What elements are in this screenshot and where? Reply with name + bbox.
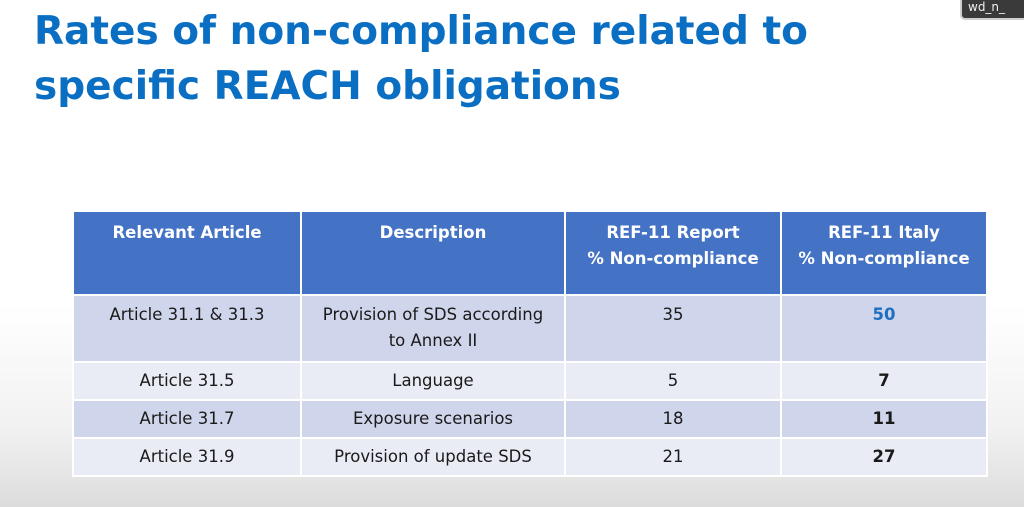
video-thumbnail-label: wd_n_ bbox=[960, 0, 1024, 20]
italy-value-cell: 50 bbox=[780, 294, 988, 363]
report-value-cell: 35 bbox=[564, 294, 782, 363]
table-header-row: Relevant Article Description REF-11 Repo… bbox=[72, 210, 988, 296]
table-row: Article 31.7 Exposure scenarios 18 11 bbox=[72, 399, 988, 439]
description-cell: Provision of SDS according to Annex II bbox=[300, 294, 566, 363]
header-ref11-italy: REF-11 Italy % Non-compliance bbox=[780, 210, 988, 296]
header-relevant-article: Relevant Article bbox=[72, 210, 302, 296]
slide-title: Rates of non-compliance related to speci… bbox=[34, 9, 808, 109]
table-row: Article 31.1 & 31.3 Provision of SDS acc… bbox=[72, 294, 988, 363]
article-cell: Article 31.1 & 31.3 bbox=[72, 294, 302, 363]
report-value-cell: 18 bbox=[564, 399, 782, 439]
italy-value-cell: 11 bbox=[780, 399, 988, 439]
article-cell: Article 31.5 bbox=[72, 361, 302, 401]
italy-value-cell: 7 bbox=[780, 361, 988, 401]
table-row: Article 31.5 Language 5 7 bbox=[72, 361, 988, 401]
header-ref11-report: REF-11 Report % Non-compliance bbox=[564, 210, 782, 296]
description-cell: Language bbox=[300, 361, 566, 401]
table-row: Article 31.9 Provision of update SDS 21 … bbox=[72, 437, 988, 477]
article-cell: Article 31.7 bbox=[72, 399, 302, 439]
description-cell: Provision of update SDS bbox=[300, 437, 566, 477]
description-cell: Exposure scenarios bbox=[300, 399, 566, 439]
article-cell: Article 31.9 bbox=[72, 437, 302, 477]
compliance-table: Relevant Article Description REF-11 Repo… bbox=[72, 210, 988, 477]
header-description: Description bbox=[300, 210, 566, 296]
italy-value-cell: 27 bbox=[780, 437, 988, 477]
report-value-cell: 21 bbox=[564, 437, 782, 477]
report-value-cell: 5 bbox=[564, 361, 782, 401]
